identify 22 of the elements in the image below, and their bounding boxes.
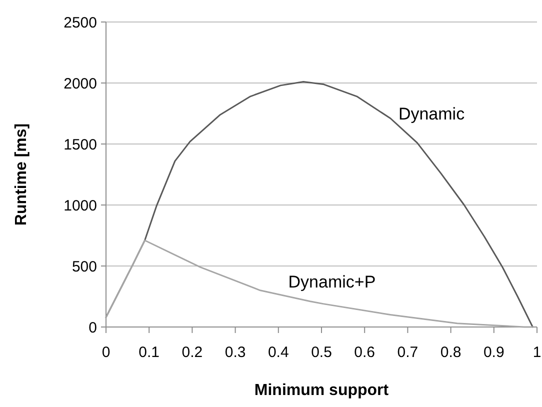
y-tick-label: 2000 <box>64 75 97 92</box>
y-tick-label: 2500 <box>64 14 97 32</box>
x-tick-label: 0.4 <box>268 344 289 361</box>
y-tick-label: 500 <box>72 258 97 276</box>
x-tick-label: 0 <box>102 344 110 361</box>
x-tick-label: 0.8 <box>440 344 462 361</box>
y-axis-title: Runtime [ms] <box>13 123 30 226</box>
x-tick-label: 0.7 <box>397 344 418 361</box>
series-label: Dynamic <box>398 104 466 124</box>
x-tick-label: 0.6 <box>354 344 376 361</box>
x-tick-label: 0.1 <box>138 344 160 361</box>
x-tick-label: 0.3 <box>224 344 246 361</box>
y-tick-label: 1500 <box>64 136 97 154</box>
x-tick-label: 0.5 <box>311 344 332 361</box>
x-tick-label: 1 <box>532 344 542 361</box>
x-axis-title: Minimum support <box>254 382 390 399</box>
y-tick-label: 1000 <box>64 197 97 214</box>
x-tick-label: 0.2 <box>182 344 203 361</box>
x-tick-label: 0.9 <box>483 344 504 361</box>
line-series <box>105 240 534 328</box>
y-tick-label: 0 <box>88 319 97 336</box>
series-label: Dynamic+P <box>288 272 376 292</box>
